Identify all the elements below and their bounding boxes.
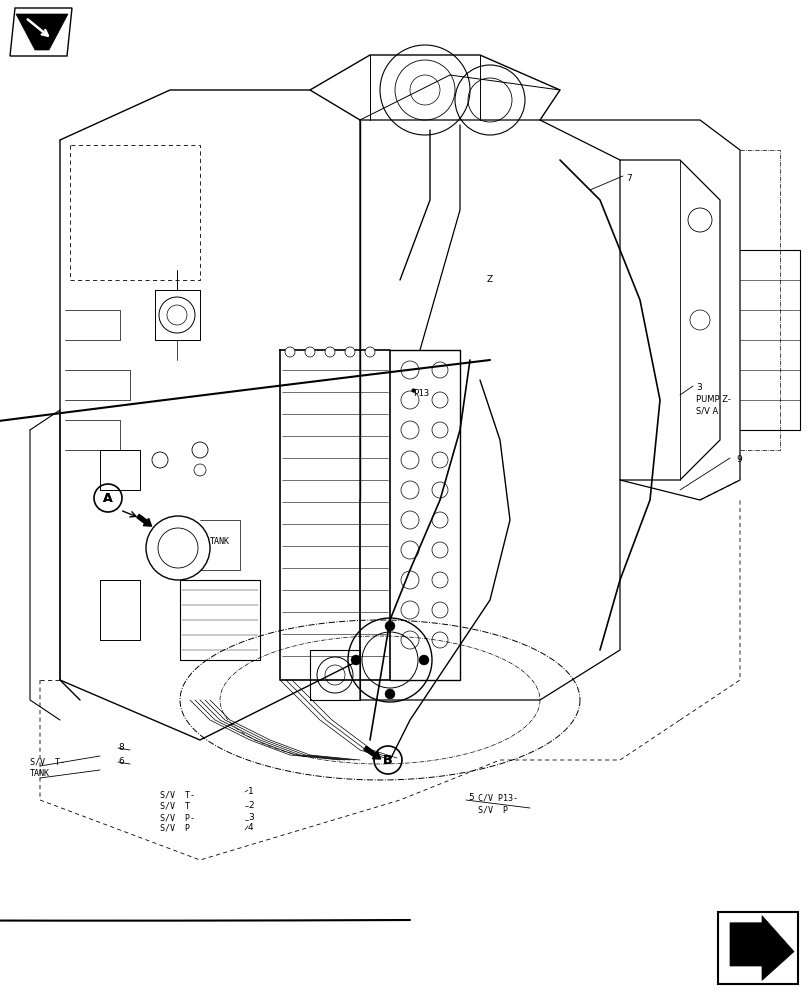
Circle shape [305, 347, 315, 357]
Text: 9: 9 [735, 456, 740, 464]
Text: TANK: TANK [30, 769, 50, 778]
Circle shape [350, 655, 361, 665]
Text: S/V A: S/V A [695, 406, 718, 416]
Text: Z: Z [487, 275, 492, 284]
Text: S/V  T: S/V T [160, 801, 190, 810]
Bar [717, 912, 797, 984]
Text: 1: 1 [247, 787, 253, 796]
Text: C/V P13-: C/V P13- [478, 793, 517, 802]
Text: S/V  P-: S/V P- [160, 813, 195, 822]
Circle shape [345, 347, 354, 357]
Text: 5: 5 [467, 793, 473, 802]
Polygon shape [729, 916, 793, 980]
Text: S/V  P: S/V P [160, 823, 190, 832]
Polygon shape [16, 14, 68, 50]
Text: 6: 6 [118, 758, 123, 766]
Text: S/V  P: S/V P [478, 805, 508, 814]
Text: B: B [383, 754, 393, 766]
Text: TANK: TANK [210, 538, 230, 546]
Circle shape [384, 689, 394, 699]
Text: S/V  T-: S/V T- [30, 758, 65, 766]
Text: A: A [103, 491, 113, 504]
Text: 4: 4 [247, 823, 253, 832]
Circle shape [365, 347, 375, 357]
Text: P13: P13 [413, 389, 428, 398]
Text: PUMP Z-: PUMP Z- [695, 395, 730, 404]
Text: 2: 2 [247, 801, 253, 810]
Text: 3: 3 [695, 383, 701, 392]
FancyArrow shape [363, 746, 380, 759]
Circle shape [285, 347, 294, 357]
Circle shape [324, 347, 335, 357]
FancyArrow shape [136, 514, 152, 526]
Text: S/V  T-: S/V T- [160, 790, 195, 799]
Circle shape [384, 621, 394, 631]
Text: B: B [383, 754, 393, 766]
Text: 7: 7 [625, 174, 631, 183]
Text: A: A [103, 491, 113, 504]
Text: 3: 3 [247, 813, 253, 822]
Text: 8: 8 [118, 744, 123, 752]
Circle shape [418, 655, 428, 665]
